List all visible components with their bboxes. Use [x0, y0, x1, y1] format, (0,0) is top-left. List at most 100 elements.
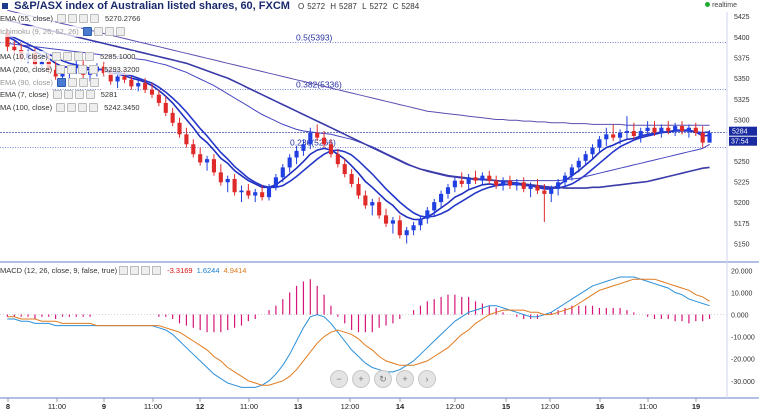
candle-body — [542, 190, 547, 194]
chart-color-icon — [2, 3, 8, 10]
candle-body — [562, 175, 568, 183]
ohlc-c: 5284 — [401, 2, 420, 11]
candle-body — [452, 180, 457, 188]
indicator-close-icon[interactable] — [89, 103, 99, 112]
indicator-settings-icon[interactable] — [56, 78, 66, 87]
indicator-close-icon[interactable] — [84, 52, 94, 61]
indicator-add-icon[interactable] — [73, 52, 83, 61]
reset-button[interactable]: ↻ — [374, 370, 392, 388]
indicator-settings-icon[interactable] — [56, 103, 66, 112]
indicator-visibility-icon[interactable] — [67, 103, 77, 112]
candle-body — [287, 157, 292, 168]
ohlc-h: 5287 — [339, 2, 357, 11]
indicator-add-icon[interactable] — [78, 78, 88, 87]
candle-body — [590, 147, 595, 155]
candle-body — [397, 220, 402, 236]
macd-tick-label: -10.000 — [731, 335, 755, 342]
indicator-settings-icon[interactable] — [56, 14, 66, 23]
candle-body — [494, 180, 499, 186]
chart-navigation: − + ↻ + › — [330, 370, 436, 388]
candle-body — [218, 172, 223, 183]
indicator-name: MA (100, close) — [0, 102, 55, 113]
indicator-settings-icon[interactable] — [51, 52, 61, 61]
candle-body — [108, 73, 113, 82]
indicator-row[interactable]: EMA (90, close) — [0, 77, 99, 88]
indicator-row[interactable]: MA (10, close) 5285.1000 — [0, 51, 136, 62]
candle-body — [666, 127, 671, 132]
scroll-right-button[interactable]: › — [418, 370, 436, 388]
macd-plot[interactable] — [0, 276, 727, 388]
indicator-settings-icon[interactable] — [119, 266, 129, 275]
indicator-row[interactable]: EMA (55, close) 5270.2766 — [0, 13, 141, 24]
indicator-close-icon[interactable] — [89, 14, 99, 23]
time-tick-label: 12:00 — [341, 402, 360, 411]
candle-body — [143, 83, 148, 90]
candle-body — [232, 178, 237, 193]
indicator-add-icon[interactable] — [78, 65, 88, 74]
plus-button[interactable]: + — [396, 370, 414, 388]
indicator-settings-icon[interactable] — [56, 65, 66, 74]
indicator-add-icon[interactable] — [104, 27, 114, 36]
indicator-name: Ichimoku (9, 26, 52, 26) — [0, 26, 81, 37]
candle-body — [377, 202, 382, 216]
fib-level-label: 0.5(5393) — [296, 33, 333, 43]
candle-body — [12, 46, 17, 51]
time-tick-label: 15 — [502, 402, 510, 411]
indicator-close-icon[interactable] — [89, 65, 99, 74]
indicator-visibility-icon[interactable] — [67, 78, 77, 87]
indicator-close-icon[interactable] — [89, 78, 99, 87]
candle-body — [521, 182, 526, 189]
indicator-visibility-icon[interactable] — [63, 90, 73, 99]
ohlc-o: 5272 — [307, 2, 326, 11]
candle-body — [39, 61, 44, 65]
indicator-add-icon[interactable] — [141, 266, 151, 275]
indicator-row[interactable]: MA (200, close) 5293.3200 — [0, 64, 140, 75]
indicator-add-icon[interactable] — [78, 103, 88, 112]
indicator-visibility-icon[interactable] — [130, 266, 140, 275]
indicator-visibility-icon[interactable] — [62, 52, 72, 61]
time-tick-label: 19 — [692, 402, 700, 411]
macd-title: MACD (12, 26, close, 9, false, true) — [0, 266, 118, 275]
zoom-in-button[interactable]: + — [352, 370, 370, 388]
time-tick-label: 13 — [294, 402, 302, 411]
candle-body — [390, 220, 395, 224]
indicator-close-icon[interactable] — [152, 266, 162, 275]
candle-body — [528, 185, 533, 189]
ohlc-h-label: H — [330, 2, 337, 11]
candle-body — [363, 195, 368, 206]
indicator-close-icon[interactable] — [85, 90, 95, 99]
candle-body — [60, 71, 65, 77]
indicator-row[interactable]: MA (100, close) 5242.3450 — [0, 102, 140, 113]
indicator-row[interactable]: Ichimoku (9, 26, 52, 26) — [0, 26, 125, 37]
price-plot[interactable]: 0.5(5393)0.382(5336)0.236(5266) — [0, 9, 727, 244]
macd-value: -3.3169 — [167, 266, 193, 275]
macd-tick-label: 10.000 — [731, 290, 753, 297]
candle-body — [445, 187, 451, 194]
indicator-add-icon[interactable] — [74, 90, 84, 99]
candle-body — [514, 182, 519, 186]
price-tick-label: 5375 — [734, 55, 750, 62]
candle-body — [184, 134, 189, 145]
indicator-close-icon[interactable] — [115, 27, 125, 36]
ohlc-l-label: L — [362, 2, 367, 11]
indicator-settings-icon[interactable] — [52, 90, 62, 99]
candle-body — [74, 64, 79, 69]
candle-body — [611, 134, 616, 138]
indicator-visibility-icon[interactable] — [67, 14, 77, 23]
indicator-add-icon[interactable] — [78, 14, 88, 23]
indicator-settings-icon[interactable] — [82, 27, 92, 36]
zoom-out-button[interactable]: − — [330, 370, 348, 388]
candle-body — [273, 177, 278, 188]
time-tick-label: 11:00 — [639, 402, 657, 411]
price-tick-label: 5200 — [734, 200, 750, 207]
indicator-row[interactable]: EMA (7, close) 5281 — [0, 89, 118, 100]
indicator-visibility-icon[interactable] — [93, 27, 103, 36]
candle-body — [280, 167, 285, 178]
indicator-visibility-icon[interactable] — [67, 65, 77, 74]
candle-body — [480, 175, 485, 181]
candle-body — [418, 218, 423, 226]
time-badge-label: 37:54 — [731, 139, 749, 146]
candle-body — [53, 69, 58, 77]
candle-body — [328, 144, 334, 155]
candle-body — [439, 193, 444, 203]
